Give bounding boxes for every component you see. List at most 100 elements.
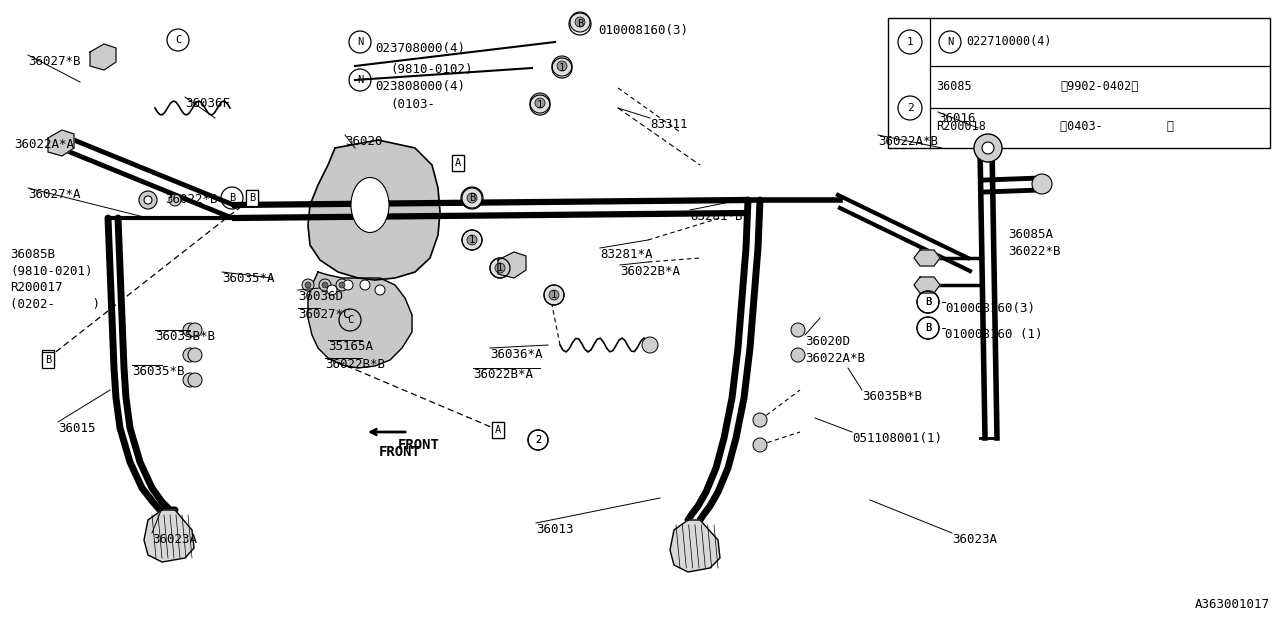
Text: 36020: 36020	[346, 135, 383, 148]
Text: 36027*C: 36027*C	[298, 308, 351, 321]
Circle shape	[183, 348, 197, 362]
Text: 2: 2	[535, 435, 541, 445]
Text: N: N	[357, 75, 364, 85]
Text: B: B	[45, 355, 51, 365]
Circle shape	[302, 279, 314, 291]
Text: (9810-0102): (9810-0102)	[390, 63, 472, 76]
Circle shape	[375, 285, 385, 295]
Text: C: C	[347, 315, 353, 325]
Text: B: B	[248, 193, 255, 203]
Circle shape	[557, 61, 567, 71]
Circle shape	[791, 348, 805, 362]
Circle shape	[188, 323, 202, 337]
Text: 1: 1	[559, 63, 566, 73]
Polygon shape	[90, 44, 116, 70]
Text: 2: 2	[906, 103, 914, 113]
Polygon shape	[308, 272, 412, 368]
Text: 36035B*B: 36035B*B	[155, 330, 215, 343]
Text: 36022A*B: 36022A*B	[805, 352, 865, 365]
Polygon shape	[49, 130, 74, 156]
Text: 36016: 36016	[938, 112, 975, 125]
Text: 010008160(3): 010008160(3)	[945, 302, 1036, 315]
Text: (9810-0201): (9810-0201)	[10, 265, 92, 278]
Polygon shape	[914, 277, 940, 293]
Text: 023708000(4): 023708000(4)	[375, 42, 465, 55]
Text: B: B	[925, 323, 931, 333]
Text: A363001017: A363001017	[1196, 598, 1270, 611]
Text: 36085A: 36085A	[1009, 228, 1053, 241]
Polygon shape	[498, 252, 526, 278]
Text: 36035*A: 36035*A	[221, 272, 274, 285]
Text: N: N	[357, 37, 364, 47]
Circle shape	[552, 56, 572, 76]
Circle shape	[360, 280, 370, 290]
Circle shape	[791, 323, 805, 337]
Text: B: B	[925, 297, 931, 307]
Text: 1: 1	[906, 37, 914, 47]
Circle shape	[169, 194, 180, 206]
Circle shape	[495, 263, 506, 273]
Circle shape	[140, 191, 157, 209]
Text: 1: 1	[468, 235, 475, 245]
Text: B: B	[229, 193, 236, 203]
Text: 36085: 36085	[936, 79, 972, 93]
Text: 36020D: 36020D	[805, 335, 850, 348]
Circle shape	[753, 438, 767, 452]
Text: 2: 2	[535, 435, 541, 445]
Circle shape	[982, 142, 995, 154]
Text: (0202-     ): (0202- )	[10, 298, 100, 311]
Text: 022710000(4): 022710000(4)	[966, 35, 1051, 49]
Circle shape	[335, 279, 348, 291]
Text: 1: 1	[497, 263, 503, 273]
Text: N: N	[947, 37, 954, 47]
Circle shape	[535, 98, 545, 108]
Text: 36022B*A: 36022B*A	[620, 265, 680, 278]
Circle shape	[643, 337, 658, 353]
Text: 36035*B: 36035*B	[132, 365, 184, 378]
Polygon shape	[914, 250, 940, 266]
Circle shape	[974, 134, 1002, 162]
Text: 36022A*B: 36022A*B	[878, 135, 938, 148]
Text: 051108001(1): 051108001(1)	[852, 432, 942, 445]
Text: 36022*B: 36022*B	[165, 193, 218, 206]
Circle shape	[188, 373, 202, 387]
Text: A: A	[495, 425, 502, 435]
Text: B: B	[925, 323, 931, 333]
Circle shape	[305, 282, 311, 288]
Text: 36013: 36013	[536, 523, 573, 536]
Circle shape	[188, 348, 202, 362]
Circle shape	[575, 17, 585, 27]
Text: 〈0403-         〉: 〈0403- 〉	[1060, 120, 1174, 132]
Circle shape	[326, 285, 337, 295]
Text: 36035B*B: 36035B*B	[861, 390, 922, 403]
Text: 83311: 83311	[650, 118, 687, 131]
Circle shape	[1032, 174, 1052, 194]
Polygon shape	[143, 510, 195, 562]
Circle shape	[467, 235, 477, 245]
Text: FRONT: FRONT	[398, 438, 440, 452]
Text: A: A	[454, 158, 461, 168]
Circle shape	[544, 285, 564, 305]
Text: R200017: R200017	[10, 281, 63, 294]
Text: 36036*A: 36036*A	[490, 348, 543, 361]
Circle shape	[462, 188, 483, 208]
Text: 1: 1	[550, 290, 557, 300]
Text: A: A	[495, 425, 502, 435]
Text: B: B	[45, 353, 51, 363]
Text: 83281*B: 83281*B	[690, 210, 742, 223]
Text: 36023A: 36023A	[152, 533, 197, 546]
Polygon shape	[308, 140, 440, 280]
Circle shape	[570, 12, 590, 32]
Text: B: B	[248, 193, 255, 203]
Text: A: A	[454, 158, 461, 168]
Text: 36027*A: 36027*A	[28, 188, 81, 201]
Text: B: B	[468, 193, 475, 203]
Bar	[888, 18, 1270, 148]
Text: 83281*A: 83281*A	[600, 248, 653, 261]
Text: 36085B: 36085B	[10, 248, 55, 261]
Circle shape	[143, 196, 152, 204]
Circle shape	[549, 290, 559, 300]
Circle shape	[183, 373, 197, 387]
Text: 36022A*A: 36022A*A	[14, 138, 74, 151]
Circle shape	[319, 279, 332, 291]
